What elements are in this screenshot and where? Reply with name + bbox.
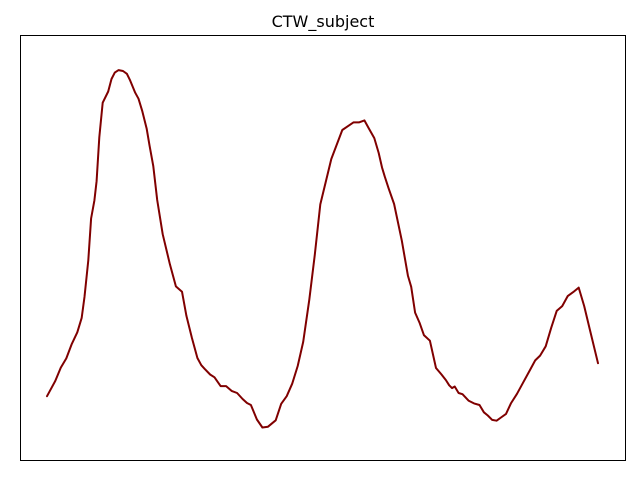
series-line-0 (46, 69, 599, 429)
chart-title: CTW_subject (272, 12, 375, 32)
series-layer (46, 69, 599, 429)
plot-frame (20, 35, 626, 461)
